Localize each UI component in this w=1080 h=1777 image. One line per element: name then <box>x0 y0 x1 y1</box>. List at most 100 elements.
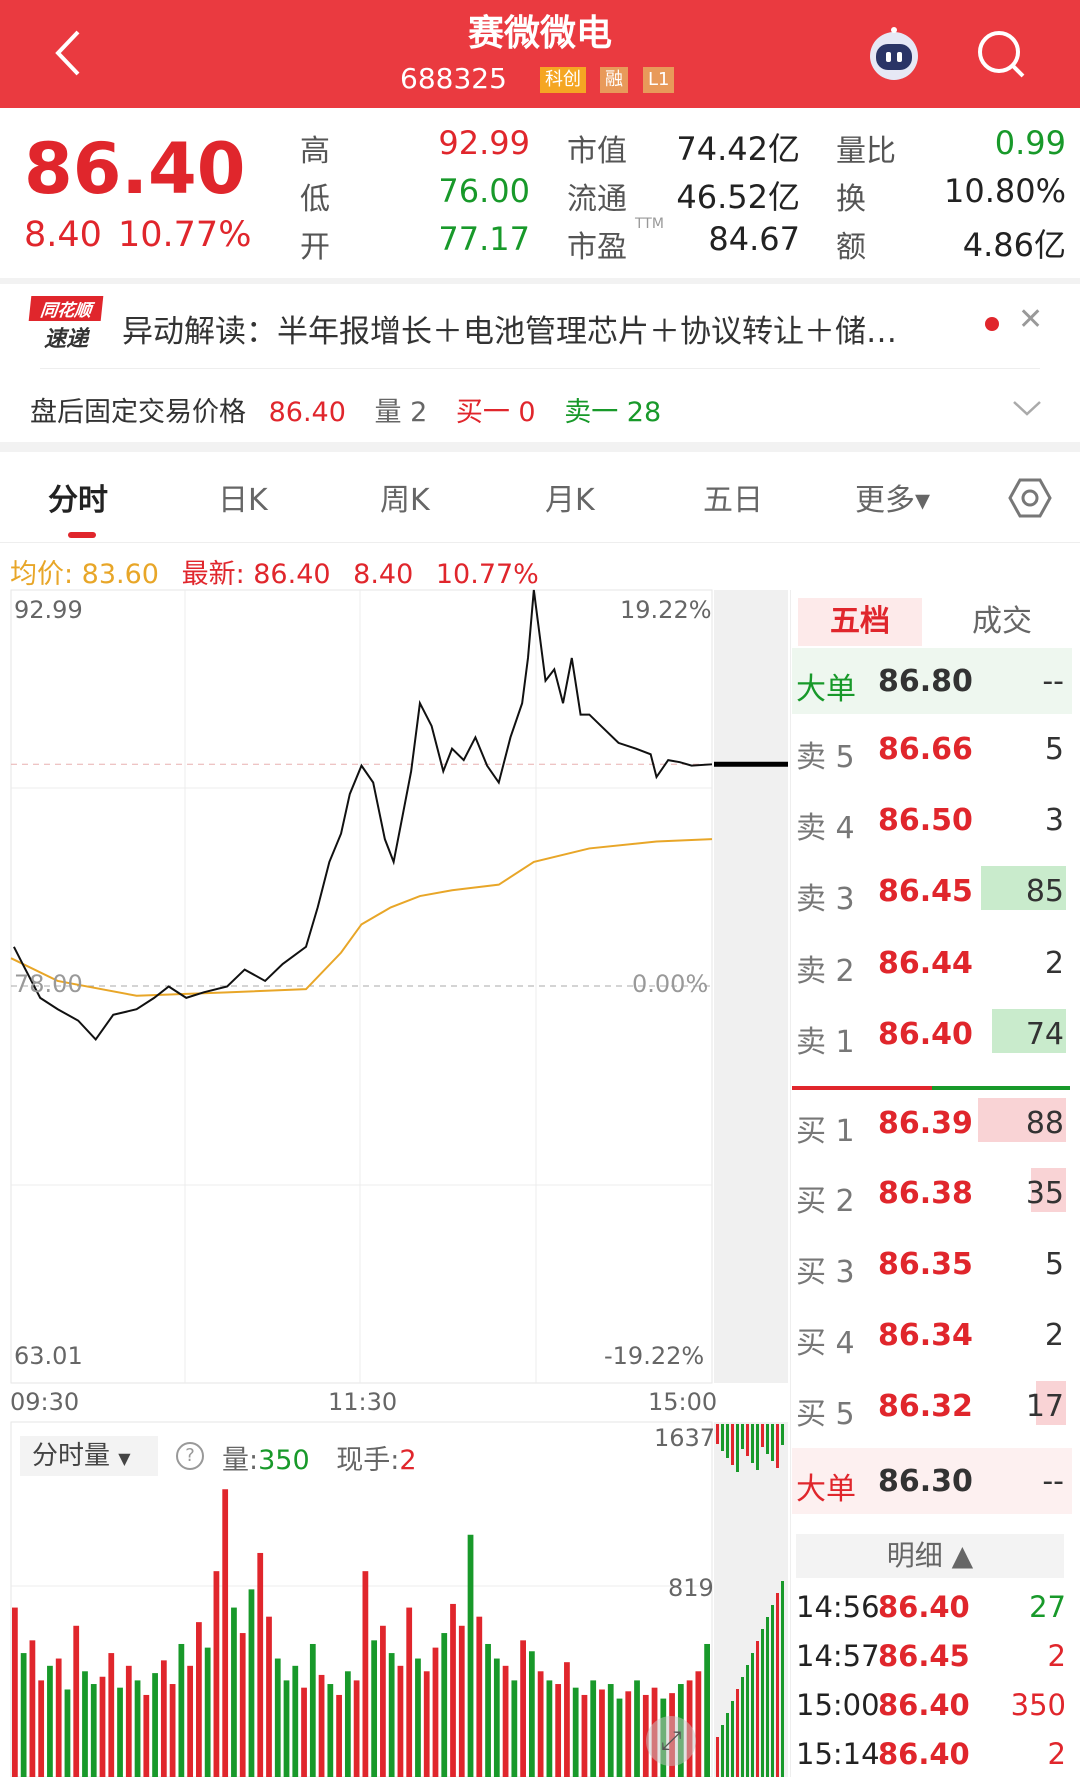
volume-bar <box>274 1658 281 1777</box>
x-tick-open: 09:30 <box>10 1388 80 1416</box>
volume-bar <box>204 1647 211 1777</box>
volume-bar <box>283 1680 290 1777</box>
auction-volume-bar <box>726 1713 729 1777</box>
volume-indicator-select[interactable]: 分时量 ▼ <box>20 1436 158 1476</box>
volume-bar <box>117 1687 123 1777</box>
avg-price-line <box>10 838 713 997</box>
tab-monthly-k[interactable]: 月K <box>545 483 595 518</box>
trade-quantity: 27 <box>1029 1590 1066 1624</box>
detail-toggle[interactable]: 明细 ▲ <box>796 1534 1064 1578</box>
trade-time: 14:57 <box>796 1639 880 1673</box>
volume-bar <box>616 1698 623 1777</box>
volume-bar <box>423 1671 430 1777</box>
volume-bar <box>266 1616 272 1777</box>
level-price: 86.30 <box>878 1464 973 1499</box>
settings-icon[interactable] <box>1008 476 1052 520</box>
volume-bar <box>143 1694 150 1777</box>
tag-l1: L1 <box>643 67 675 93</box>
after-hours-row[interactable]: 盘后固定交易价格 86.40 量 2 买一 0 卖一 28 <box>30 390 661 429</box>
fullscreen-icon[interactable]: ⤢ <box>646 1716 696 1766</box>
intraday-chart[interactable] <box>0 0 790 1777</box>
auction-volume-bar <box>736 1689 739 1777</box>
volume-bar <box>502 1665 509 1777</box>
y-label-mid: 78.00 <box>14 970 83 998</box>
stat-label: 换 <box>836 182 866 217</box>
stat-value: 74.42亿 <box>676 130 800 168</box>
order-book-row: 买 2 86.38 35 <box>792 1160 1072 1226</box>
news-headline[interactable]: 异动解读：半年报增长＋电池管理芯片＋协议转让＋储… <box>122 314 897 350</box>
search-icon[interactable] <box>975 28 1029 82</box>
tab-daily-k[interactable]: 日K <box>218 483 268 518</box>
tab-five-levels[interactable]: 五档 <box>798 598 922 646</box>
volume-bar <box>152 1673 158 1777</box>
volume-bar <box>178 1643 185 1777</box>
auction-volume-bar <box>741 1424 744 1449</box>
robot-assistant-icon[interactable] <box>864 26 924 82</box>
stat-value: 0.99 <box>994 124 1066 162</box>
tab-five-day[interactable]: 五日 <box>703 483 763 518</box>
depth-bar <box>992 1009 1066 1053</box>
chevron-down-icon[interactable] <box>1012 398 1042 418</box>
close-icon[interactable]: ✕ <box>1018 302 1044 337</box>
trade-price: 86.40 <box>878 1590 970 1624</box>
after-hours-bid: 买一 0 <box>455 397 536 428</box>
question-icon[interactable]: ? <box>176 1442 204 1470</box>
stat-value: 84.67 <box>708 220 800 258</box>
volume-bar <box>458 1625 465 1777</box>
stat-label: 量比 <box>836 134 896 169</box>
volume-bar <box>318 1674 325 1777</box>
unread-dot <box>985 317 999 331</box>
tab-more[interactable]: 更多▾ <box>855 483 931 518</box>
order-book-row: 卖 3 86.45 85 <box>792 858 1072 924</box>
after-hours-label: 盘后固定交易价格 <box>30 397 246 428</box>
level-price: 86.66 <box>878 732 973 767</box>
level-quantity: 17 <box>1025 1389 1064 1424</box>
volume-bar <box>222 1489 229 1777</box>
level-price: 86.35 <box>878 1247 973 1282</box>
auction-volume-bar <box>746 1424 749 1456</box>
auction-volume-bar <box>771 1605 774 1777</box>
after-hours-volume: 量 2 <box>374 397 428 428</box>
level-quantity: 85 <box>1025 874 1064 909</box>
order-book-row: 卖 4 86.50 3 <box>792 787 1072 853</box>
auction-volume-bar <box>751 1424 754 1463</box>
x-tick-midday: 11:30 <box>328 1388 398 1416</box>
level-quantity: -- <box>1042 1464 1064 1499</box>
bid-ask-divider-green <box>932 1086 1070 1090</box>
auction-volume-bar <box>731 1424 734 1465</box>
auction-volume-bar <box>776 1424 779 1468</box>
stat-label: 市值 <box>567 134 627 169</box>
auction-volume-bar <box>776 1593 779 1777</box>
volume-bar <box>64 1689 71 1777</box>
trade-time: 14:56 <box>796 1590 880 1624</box>
auction-volume-bar <box>716 1424 719 1444</box>
tab-intraday[interactable]: 分时 <box>48 483 108 518</box>
volume-bar <box>125 1665 132 1777</box>
level-price: 86.38 <box>878 1176 973 1211</box>
volume-bar <box>485 1643 491 1777</box>
stat-label: 额 <box>836 230 866 265</box>
stat-value: 46.52亿 <box>676 178 800 216</box>
volume-bar <box>20 1653 27 1777</box>
level-quantity: 88 <box>1025 1106 1064 1141</box>
latest-price: 最新: 86.40 <box>181 559 331 590</box>
order-book-panel <box>790 590 1072 1777</box>
tab-weekly-k[interactable]: 周K <box>380 483 430 518</box>
auction-area <box>714 590 788 1383</box>
volume-bar <box>12 1607 18 1777</box>
level-label: 买 5 <box>796 1397 855 1432</box>
volume-bar <box>38 1680 45 1777</box>
order-book-row: 大单 86.30 -- <box>792 1448 1072 1514</box>
chevron-left-icon[interactable] <box>50 28 84 78</box>
volume-bar <box>415 1658 421 1777</box>
volume-bar <box>257 1552 264 1777</box>
tab-trades[interactable]: 成交 <box>972 604 1032 639</box>
level-price: 86.40 <box>878 1017 973 1052</box>
y-pct-bottom: -19.22% <box>604 1342 705 1370</box>
volume-bar <box>397 1665 404 1777</box>
level-quantity: 3 <box>1044 803 1064 838</box>
auction-volume-bar <box>781 1424 784 1445</box>
trade-time: 15:00 <box>796 1688 880 1722</box>
stat-label: 流通 <box>567 182 627 217</box>
stat-label: 低 <box>300 182 330 217</box>
